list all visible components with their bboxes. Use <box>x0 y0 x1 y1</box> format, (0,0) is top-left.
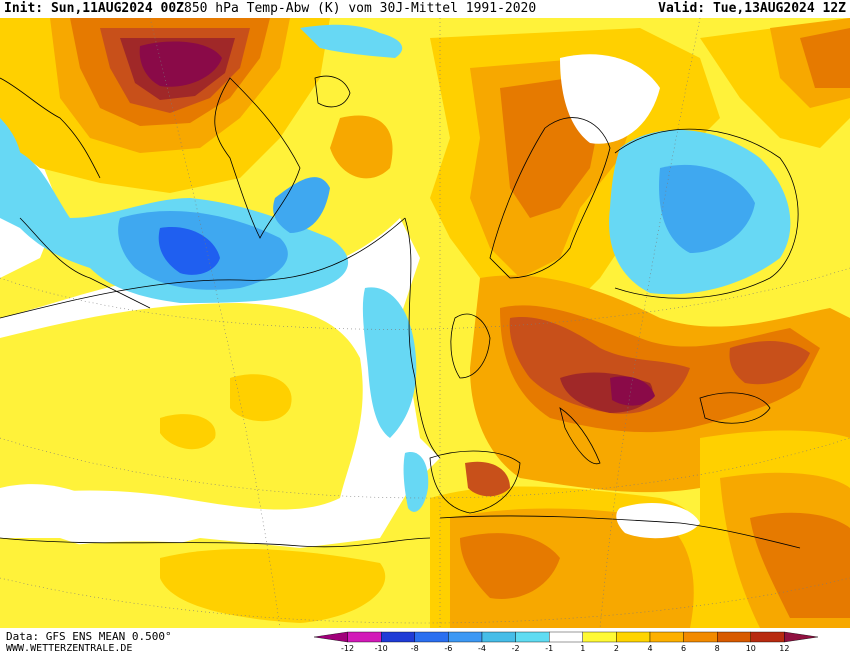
anomaly-map-svg <box>0 18 850 628</box>
legend-swatch <box>750 631 785 643</box>
graticule <box>0 18 850 628</box>
cold-atlantic-streak <box>362 287 417 438</box>
legend-tick-label: -12 <box>341 644 354 653</box>
legend-swatch <box>548 631 583 643</box>
neutral-scandinavia <box>560 54 660 144</box>
legend-tick-label: 6 <box>681 644 686 653</box>
graticule-line-3 <box>0 577 850 624</box>
legend-swatch <box>717 631 752 643</box>
coast-north-africa <box>439 515 801 549</box>
warm-patch-south <box>160 548 386 623</box>
coast-black-sea <box>699 392 771 424</box>
extreme-core-north-west <box>139 41 222 87</box>
hot-southeast <box>750 512 850 618</box>
legend-swatch <box>448 631 483 643</box>
cold-greenland <box>273 177 330 233</box>
contour-zero-west <box>0 217 406 319</box>
hot-east-europe <box>729 341 810 385</box>
hot-north-africa <box>460 533 560 599</box>
legend-tick-label: 2 <box>614 644 619 653</box>
init-time: Init: Sun,11AUG2024 00Z <box>4 1 185 16</box>
cold-greenland-edge <box>300 24 403 58</box>
legend-tick-label: -1 <box>545 644 553 653</box>
legend-tick-label: 12 <box>779 644 789 653</box>
contour-zero-south <box>0 537 431 548</box>
neutral-patch-mediterranean <box>616 503 700 539</box>
coast-greenland <box>214 77 301 239</box>
hot-spain <box>465 461 510 497</box>
legend-tick-label: -6 <box>444 644 452 653</box>
valid-time: Valid: Tue,13AUG2024 12Z <box>658 1 846 16</box>
contour-zero-atlantic <box>404 217 441 459</box>
legend-swatch <box>481 631 516 643</box>
graticule-line-1 <box>0 267 850 330</box>
data-source: Data: GFS ENS MEAN 0.500° <box>6 630 172 643</box>
coast-labrador <box>19 217 151 309</box>
legend-tick-label: 8 <box>715 644 720 653</box>
coast-italy <box>559 407 601 465</box>
legend-tick-label: 4 <box>647 644 652 653</box>
cold-west-edge <box>0 118 23 208</box>
legend-tick-label: -10 <box>375 644 388 653</box>
coast-scandinavia <box>489 117 611 279</box>
cold-atlantic-streak-south <box>403 452 429 512</box>
legend-swatch <box>649 631 684 643</box>
cold-strong-labrador <box>158 227 220 275</box>
coast-iberia <box>429 450 521 514</box>
coast-iceland <box>314 75 351 108</box>
map-header: Init: Sun,11AUG2024 00Z 850 hPa Temp-Abw… <box>0 0 850 18</box>
legend-swatch <box>582 631 617 643</box>
legend-tick-label: -4 <box>478 644 486 653</box>
website-credit: WWW.WETTERZENTRALE.DE <box>6 643 133 654</box>
coastline-lines <box>0 75 801 549</box>
color-legend: -12 -10 -8 -6 -4 -2 -1 1 2 4 6 8 10 12 <box>296 630 836 654</box>
legend-tick-label: 10 <box>746 644 756 653</box>
cold-east-europe <box>659 164 755 253</box>
legend-swatch <box>616 631 651 643</box>
legend-swatch <box>313 631 348 643</box>
legend-tick-label: -2 <box>512 644 520 653</box>
hot-east <box>800 28 850 88</box>
map-title: 850 hPa Temp-Abw (K) vom 30J-Mittel 1991… <box>184 1 537 16</box>
warm-patch-atlantic-2 <box>160 414 216 450</box>
legend-swatch <box>414 631 449 643</box>
legend-tick-label: 1 <box>580 644 585 653</box>
contour-zero-east <box>614 128 799 299</box>
neutral-patch-west <box>0 484 110 535</box>
coast-british-isles <box>450 313 491 379</box>
coast-hudson <box>0 77 101 179</box>
warm-central-atlantic <box>0 303 363 510</box>
legend-tick-label: -8 <box>411 644 419 653</box>
anomaly-map <box>0 18 850 628</box>
legend-swatch <box>347 631 382 643</box>
legend-swatch <box>784 631 819 643</box>
legend-swatch <box>515 631 550 643</box>
legend-swatch <box>380 631 415 643</box>
warm-patch-atlantic <box>230 374 292 422</box>
color-legend-svg: -12 -10 -8 -6 -4 -2 -1 1 2 4 6 8 10 12 <box>313 631 819 653</box>
extreme-core-balkans <box>610 376 655 406</box>
warm-patch-north-central <box>330 115 393 179</box>
legend-swatch <box>683 631 718 643</box>
